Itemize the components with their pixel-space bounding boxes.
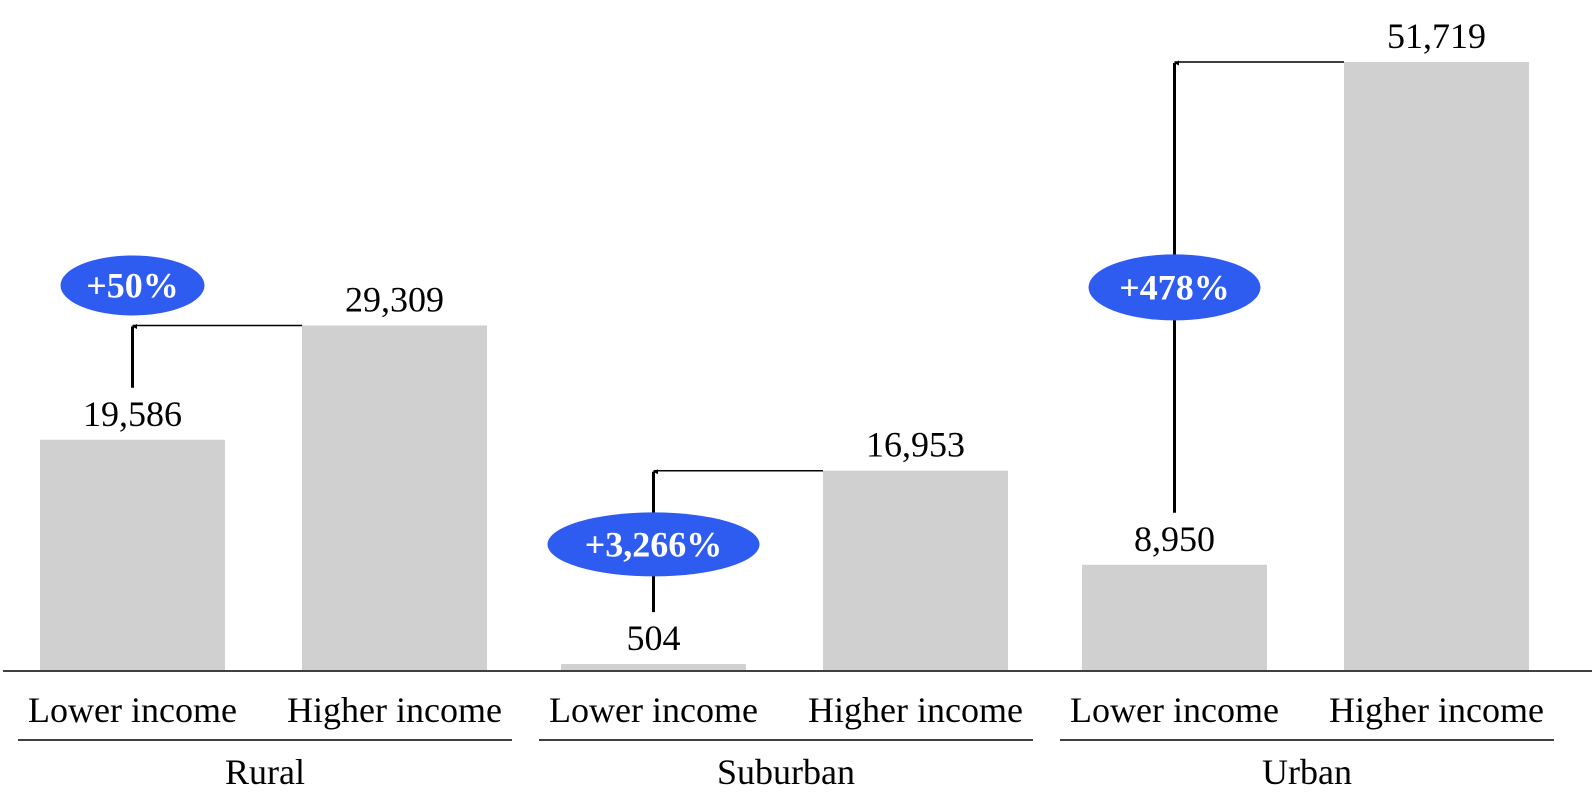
group-label: Rural <box>225 752 305 792</box>
change-label: +50% <box>86 265 179 305</box>
bar-urban-higher <box>1344 62 1529 670</box>
data-label: 51,719 <box>1387 16 1486 56</box>
tick-label: Higher income <box>808 690 1023 730</box>
change-label: +478% <box>1119 267 1230 307</box>
change-badge <box>60 255 205 316</box>
tick-label: Lower income <box>28 690 237 730</box>
group-label: Urban <box>1262 752 1352 792</box>
bar-suburban-higher <box>823 470 1008 670</box>
tick-label: Lower income <box>549 690 758 730</box>
change-label: +3,266% <box>585 524 723 564</box>
data-label: 29,309 <box>345 279 444 319</box>
bar-suburban-lower <box>561 664 746 670</box>
data-label: 504 <box>627 618 681 658</box>
bar-urban-lower <box>1082 564 1267 670</box>
tick-label: Higher income <box>1329 690 1544 730</box>
data-label: 16,953 <box>866 425 965 465</box>
tick-label: Lower income <box>1070 690 1279 730</box>
data-label: 8,950 <box>1134 519 1215 559</box>
change-badge <box>1088 254 1261 321</box>
bar-rural-lower <box>40 439 225 670</box>
change-badge <box>547 512 760 577</box>
group-label: Suburban <box>717 752 855 792</box>
data-label: 19,586 <box>83 394 182 434</box>
bar-rural-higher <box>302 325 487 670</box>
tick-label: Higher income <box>287 690 502 730</box>
